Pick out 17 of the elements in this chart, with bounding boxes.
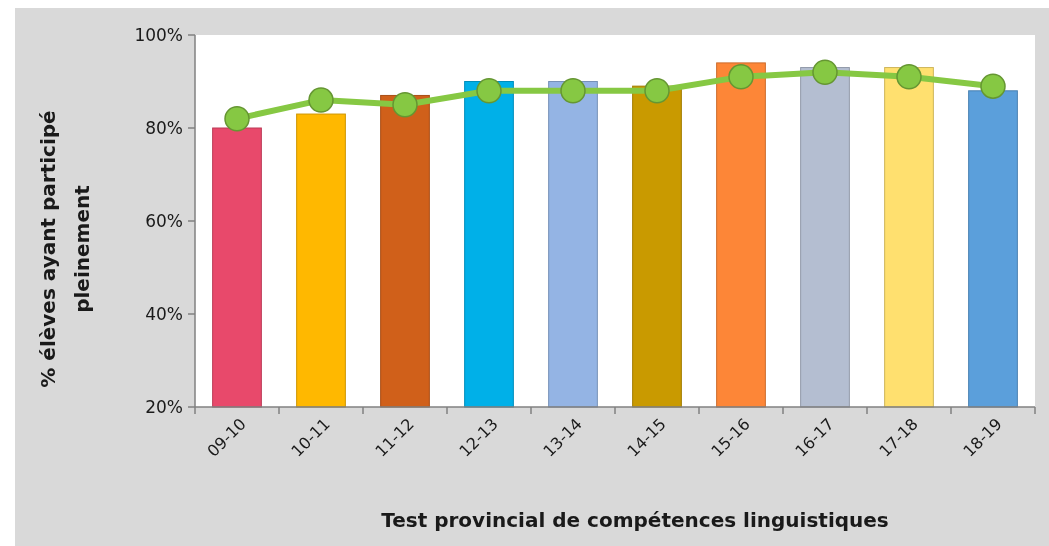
- y-axis-title: % élèves ayant participé pleinement: [36, 110, 94, 388]
- x-axis-title: Test provincial de compétences linguistiques: [381, 508, 889, 532]
- y-tick-label: 20%: [145, 396, 183, 417]
- point: [476, 78, 502, 104]
- y-tick-label: 100%: [134, 24, 183, 45]
- point: [560, 78, 586, 104]
- point: [644, 78, 670, 104]
- y-tick-label: 60%: [145, 210, 183, 231]
- point: [812, 59, 838, 85]
- point: [896, 64, 922, 90]
- point: [980, 73, 1006, 99]
- point: [392, 92, 418, 118]
- y-tick-label: 80%: [145, 117, 183, 138]
- point: [728, 64, 754, 90]
- point: [308, 87, 334, 113]
- y-tick-label: 40%: [145, 303, 183, 324]
- point: [224, 105, 250, 132]
